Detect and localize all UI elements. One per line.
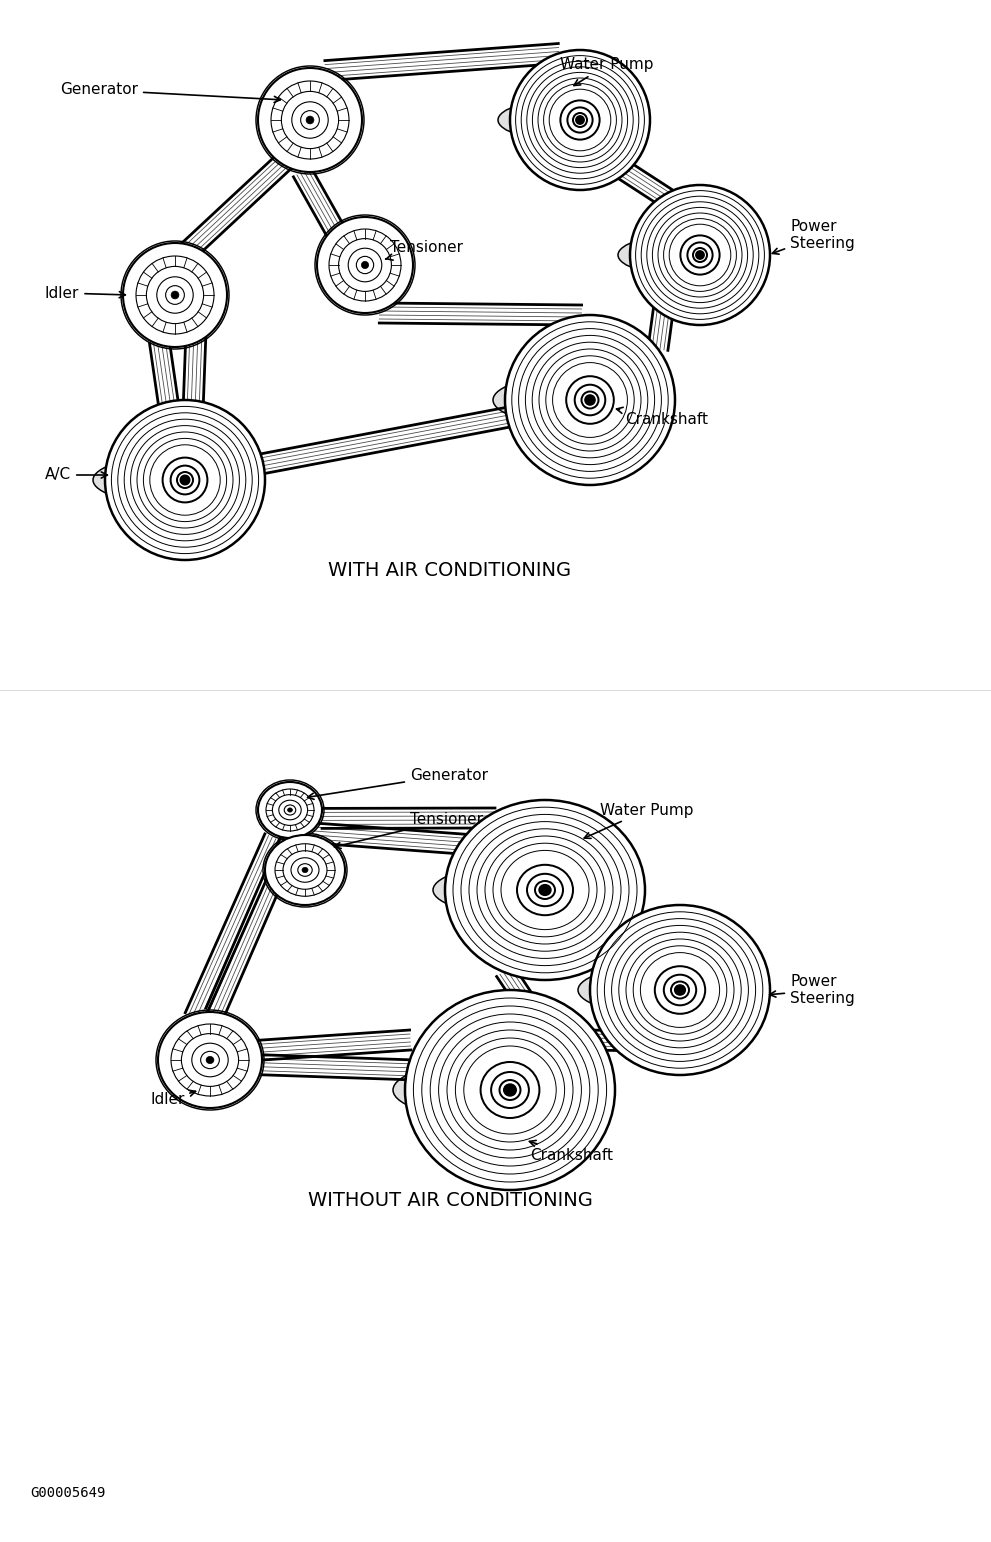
Ellipse shape [675, 985, 686, 995]
Ellipse shape [576, 116, 585, 125]
Text: Power
Steering: Power Steering [772, 219, 855, 254]
Ellipse shape [433, 864, 633, 917]
Ellipse shape [206, 1056, 214, 1064]
Text: Crankshaft: Crankshaft [529, 1141, 613, 1163]
Text: Idler: Idler [45, 285, 126, 301]
Ellipse shape [362, 262, 369, 268]
Ellipse shape [158, 1012, 262, 1109]
Text: Tensioner: Tensioner [385, 241, 463, 261]
Text: A/C: A/C [45, 467, 107, 483]
Ellipse shape [493, 375, 663, 426]
Text: G00005649: G00005649 [30, 1486, 105, 1500]
Ellipse shape [93, 456, 253, 504]
Ellipse shape [578, 964, 758, 1016]
Text: Crankshaft: Crankshaft [616, 407, 708, 427]
Text: Water Pump: Water Pump [585, 802, 694, 839]
Text: Tensioner: Tensioner [335, 813, 483, 848]
Text: Generator: Generator [307, 768, 488, 799]
Ellipse shape [539, 885, 551, 896]
Text: Power
Steering: Power Steering [770, 975, 855, 1007]
Ellipse shape [505, 315, 675, 486]
Ellipse shape [630, 185, 770, 325]
Ellipse shape [317, 217, 413, 313]
Ellipse shape [105, 399, 265, 560]
Text: Idler: Idler [150, 1090, 195, 1107]
Ellipse shape [445, 800, 645, 981]
Ellipse shape [258, 782, 322, 837]
Ellipse shape [180, 475, 190, 484]
Ellipse shape [302, 867, 308, 873]
Ellipse shape [123, 244, 227, 347]
Ellipse shape [393, 1059, 603, 1119]
Ellipse shape [265, 836, 345, 905]
Ellipse shape [258, 68, 362, 173]
Text: WITH AIR CONDITIONING: WITH AIR CONDITIONING [328, 560, 572, 580]
Text: Water Pump: Water Pump [560, 57, 653, 85]
Ellipse shape [696, 251, 705, 259]
Ellipse shape [503, 1084, 516, 1096]
Text: Generator: Generator [60, 83, 280, 102]
Ellipse shape [618, 234, 758, 276]
Ellipse shape [287, 808, 292, 813]
Ellipse shape [171, 291, 179, 299]
Ellipse shape [585, 395, 596, 406]
Text: WITHOUT AIR CONDITIONING: WITHOUT AIR CONDITIONING [307, 1190, 593, 1209]
Ellipse shape [510, 49, 650, 190]
Ellipse shape [590, 905, 770, 1075]
Ellipse shape [498, 99, 638, 140]
Ellipse shape [405, 990, 615, 1190]
Ellipse shape [306, 116, 314, 123]
